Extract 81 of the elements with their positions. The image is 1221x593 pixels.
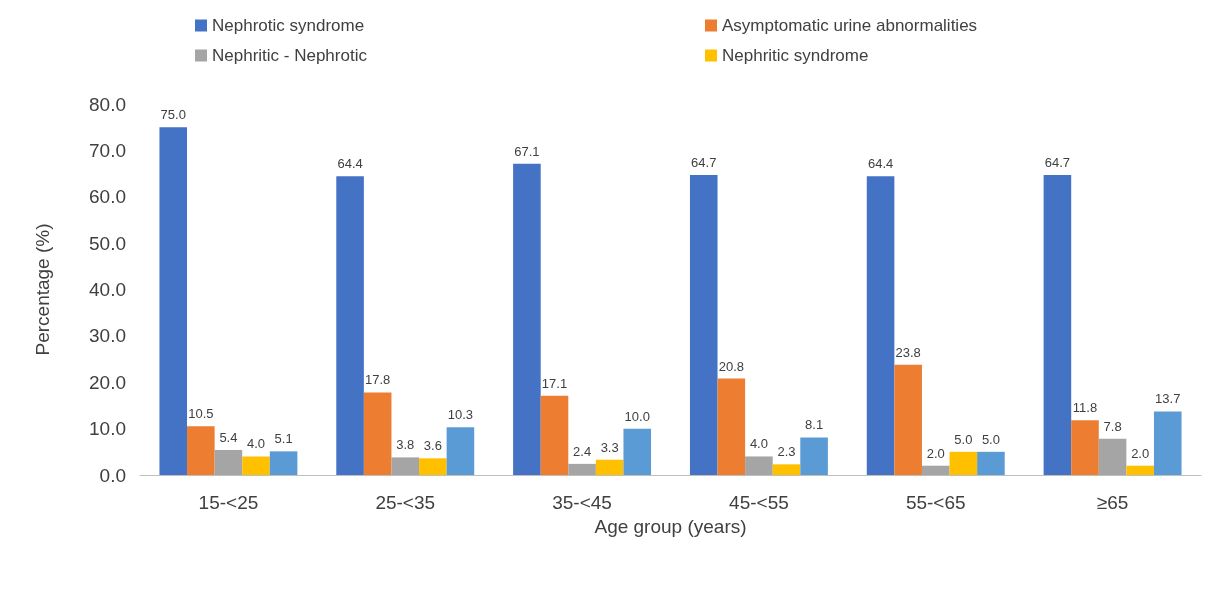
bar [1126, 465, 1154, 475]
data-label: 11.8 [1072, 400, 1098, 416]
bar [242, 456, 270, 475]
bar [623, 428, 652, 475]
y-tick-label: 60.0 [89, 186, 126, 208]
data-label: 64.4 [337, 156, 363, 172]
y-tick-label: 0.0 [99, 464, 126, 486]
data-label: 75.0 [160, 107, 186, 123]
data-label: 64.7 [1044, 154, 1071, 170]
bar [1098, 438, 1127, 475]
bar [772, 464, 801, 475]
bar [689, 174, 718, 475]
data-label: 67.1 [514, 143, 540, 159]
bar [187, 426, 215, 475]
data-label: 20.8 [718, 358, 744, 374]
y-tick-label: 10.0 [89, 418, 126, 440]
bar [921, 465, 950, 475]
bar [949, 451, 978, 475]
x-tick-label: 25-<35 [375, 492, 436, 513]
data-label: 10.0 [624, 408, 650, 424]
y-tick-label: 20.0 [89, 371, 126, 393]
data-label: 5.0 [981, 431, 1000, 447]
data-label: 64.7 [691, 154, 717, 170]
bar [595, 459, 624, 475]
data-label: 5.4 [219, 429, 238, 445]
data-label: 4.0 [749, 436, 768, 452]
data-label: 17.8 [365, 372, 391, 388]
data-label: 10.3 [447, 407, 474, 423]
bar [419, 458, 447, 475]
data-label: 4.0 [246, 436, 266, 452]
x-tick-label: 15-<25 [198, 492, 259, 513]
bar [1153, 411, 1182, 475]
y-tick-label: 70.0 [89, 139, 126, 161]
y-tick-label: 30.0 [89, 325, 126, 347]
bar [159, 127, 188, 475]
data-label: 5.1 [274, 431, 293, 447]
data-label: 5.0 [954, 431, 973, 447]
data-label: 64.4 [867, 156, 894, 172]
bar [446, 427, 475, 475]
y-tick-label: 80.0 [89, 93, 126, 115]
legend-label: Nephritic - Nephrotic [212, 46, 368, 65]
x-tick-label: 35-<45 [552, 492, 612, 513]
data-label: 3.6 [423, 438, 442, 454]
y-tick-label: 40.0 [89, 279, 126, 300]
data-label: 17.1 [541, 375, 568, 391]
bar [1043, 174, 1072, 475]
bar [717, 378, 746, 475]
x-axis-title: Age group (years) [594, 516, 747, 537]
data-label: 2.3 [777, 444, 796, 460]
data-label: 3.3 [600, 439, 619, 455]
data-label: 23.8 [895, 344, 921, 360]
data-label: 2.4 [573, 443, 592, 459]
bar [894, 364, 922, 475]
bar [540, 395, 569, 475]
y-tick-label: 50.0 [89, 232, 126, 254]
x-tick-label: 55-<65 [905, 492, 966, 513]
data-label: 2.0 [1131, 445, 1150, 461]
bar [269, 451, 298, 475]
y-axis-title: Percentage (%) [32, 223, 53, 356]
legend-label: Nephritic syndrome [722, 46, 869, 65]
bar [513, 163, 541, 475]
bar [800, 437, 828, 475]
bar [568, 463, 596, 475]
bar [363, 392, 392, 475]
x-tick-label: ≥65 [1096, 492, 1129, 513]
bar [866, 176, 895, 475]
data-label: 3.8 [396, 437, 415, 453]
data-label: 8.1 [805, 417, 824, 433]
data-label: 2.0 [926, 445, 945, 461]
legend-label: Nephrotic syndrome [212, 16, 365, 35]
bar [391, 457, 420, 475]
x-tick-label: 45-<55 [729, 492, 789, 513]
bar [214, 449, 243, 475]
bar [336, 176, 364, 475]
bar [1071, 420, 1099, 475]
bar [745, 456, 773, 475]
legend-label: Asymptomatic urine abnormalities [722, 16, 978, 35]
bar [977, 451, 1005, 475]
data-label: 13.7 [1155, 391, 1181, 407]
data-label: 7.8 [1103, 418, 1122, 434]
data-label: 10.5 [188, 406, 214, 422]
